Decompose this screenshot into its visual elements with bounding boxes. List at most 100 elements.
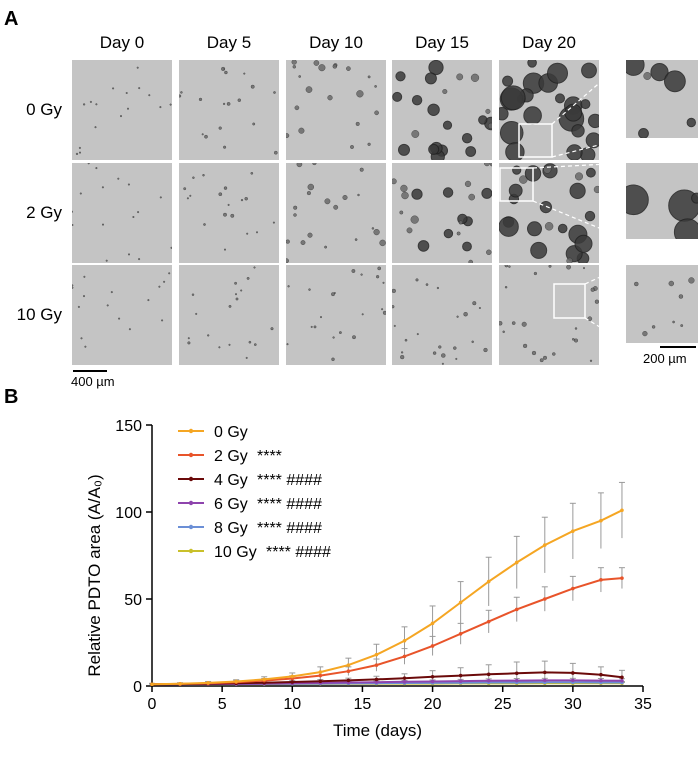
- chart-legend: 0 Gy 2 Gy **** 4 Gy **** #### 6 Gy **** #### 8 …: [178, 424, 331, 561]
- scale-bar-main-label: 400 µm: [71, 374, 115, 389]
- legend-label: 0 Gy: [214, 424, 248, 441]
- data-point: [543, 678, 547, 683]
- micrograph-tile: [286, 60, 386, 160]
- data-point: [571, 671, 575, 675]
- scale-bar-inset: [660, 346, 696, 348]
- inset-tile: [626, 265, 698, 343]
- data-point: [620, 675, 624, 680]
- micrograph-tile: [499, 265, 599, 365]
- legend-label: 6 Gy: [214, 496, 248, 513]
- data-point: [374, 677, 379, 682]
- micrograph-tile: [286, 265, 386, 365]
- data-point: [402, 654, 407, 659]
- zoom-connector: [532, 200, 627, 240]
- data-point: [486, 579, 491, 584]
- micrograph-tile: [72, 163, 172, 263]
- data-point: [430, 621, 435, 626]
- legend-significance: **** ####: [257, 520, 322, 537]
- zoom-connector: [551, 59, 627, 125]
- data-point: [318, 679, 323, 684]
- x-tick-label: 30: [564, 696, 582, 713]
- data-point: [599, 678, 603, 683]
- data-point: [486, 678, 491, 683]
- data-point: [571, 529, 575, 533]
- growth-chart: 0 5 10 15 20 25 30 35 0 50 100 150 Time (days) Relati…: [85, 418, 652, 740]
- column-label: Day 10: [309, 33, 363, 52]
- micrograph-tile: [179, 60, 279, 160]
- data-point: [430, 644, 435, 648]
- data-point: [486, 672, 491, 677]
- x-tick-label: 0: [148, 696, 157, 713]
- zoom-box: [553, 283, 586, 319]
- scale-bar-main: [73, 370, 107, 372]
- row-label: 10 Gy: [16, 305, 62, 324]
- data-point: [599, 672, 603, 677]
- panel-b-letter: B: [4, 386, 19, 408]
- x-tick-label: 25: [494, 696, 512, 713]
- data-point: [620, 508, 624, 513]
- micrograph-tile: [72, 60, 172, 160]
- data-point: [514, 671, 519, 676]
- data-point: [514, 607, 519, 612]
- legend-label: 8 Gy: [214, 520, 248, 537]
- data-point: [458, 632, 463, 636]
- legend-significance: **** ####: [257, 472, 322, 489]
- data-point: [374, 652, 379, 657]
- legend-label: 2 Gy: [214, 448, 248, 465]
- legend-marker: [188, 428, 194, 434]
- micrograph-tile: [499, 60, 599, 160]
- data-point: [620, 576, 624, 580]
- legend-significance: **** ####: [266, 544, 331, 561]
- inset-tile: [626, 60, 698, 138]
- series-line: [151, 577, 623, 686]
- x-tick-label: 35: [634, 696, 652, 713]
- legend-label: 4 Gy: [214, 472, 248, 489]
- x-tick-label: 15: [354, 696, 372, 713]
- data-point: [620, 678, 624, 683]
- legend-marker: [188, 476, 194, 482]
- micrograph-tile: [286, 163, 386, 263]
- legend-significance: **** ####: [257, 496, 322, 513]
- zoom-connector: [551, 137, 627, 158]
- y-tick-label: 150: [115, 418, 142, 435]
- legend-significance: ****: [257, 448, 282, 465]
- data-point: [150, 682, 154, 687]
- data-point: [571, 586, 575, 591]
- x-tick-label: 20: [424, 696, 442, 713]
- data-point: [346, 669, 351, 674]
- data-point: [206, 681, 210, 685]
- y-tick-label: 0: [133, 679, 142, 696]
- data-point: [486, 619, 491, 624]
- data-point: [599, 578, 603, 582]
- chart-axes: 0 5 10 15 20 25 30 35 0 50 100 150 Time (days) Relati…: [85, 418, 652, 740]
- data-point: [514, 678, 519, 683]
- data-point: [458, 679, 463, 683]
- legend-marker: [188, 548, 194, 554]
- data-point: [402, 676, 407, 680]
- panel-a-letter: A: [4, 8, 19, 30]
- data-point: [346, 678, 351, 683]
- data-point: [346, 663, 351, 667]
- data-point: [458, 673, 463, 678]
- data-point: [571, 678, 575, 683]
- x-tick-label: 5: [218, 696, 227, 713]
- x-tick-label: 10: [283, 696, 301, 713]
- micrograph-tile: [72, 265, 172, 365]
- zoom-connector: [532, 162, 627, 169]
- y-tick-label: 100: [115, 505, 142, 522]
- data-point: [318, 673, 323, 678]
- data-point: [402, 680, 407, 684]
- series-line: [151, 509, 623, 686]
- data-point: [374, 663, 379, 667]
- data-point: [430, 674, 435, 679]
- data-point: [318, 670, 323, 674]
- column-label: Day 15: [415, 33, 469, 52]
- data-point: [514, 560, 519, 565]
- zoom-connector: [584, 264, 627, 285]
- zoom-connector: [584, 317, 627, 344]
- row-label: 0 Gy: [26, 100, 62, 119]
- data-point: [543, 670, 547, 675]
- x-axis-label: Time (days): [333, 721, 422, 740]
- micrograph-tile: [499, 163, 599, 263]
- micrograph-tile: [179, 163, 279, 263]
